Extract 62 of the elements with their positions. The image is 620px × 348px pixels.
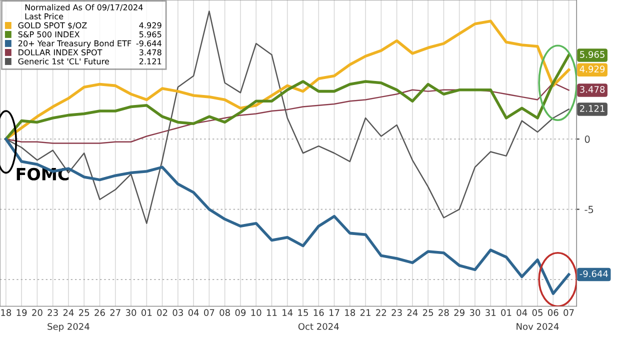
x-tick-label: 27 xyxy=(110,309,120,316)
text: Oct 2024 xyxy=(298,323,339,330)
x-tick-label: 21 xyxy=(360,309,370,316)
legend-label: DOLLAR INDEX SPOT xyxy=(18,49,102,56)
text: Sep 2024 xyxy=(48,323,90,332)
legend-label: S&P 500 INDEX xyxy=(18,31,80,38)
text: 3.478 xyxy=(139,49,162,56)
x-tick-label: 04 xyxy=(516,309,528,316)
x-tick-label: 25 xyxy=(79,309,90,316)
legend-label: 20+ Year Treasury Bond ETF xyxy=(18,40,132,48)
x-tick-label: 09 xyxy=(235,309,246,316)
x-tick-label: 30 xyxy=(470,309,480,316)
x-tick-label: 03 xyxy=(172,309,183,316)
x-tick-label: 02 xyxy=(157,309,168,316)
x-tick-label: 14 xyxy=(282,309,293,316)
text: -9.644 xyxy=(136,40,162,46)
data-label: 3.478 xyxy=(580,86,605,93)
x-tick-label: 16 xyxy=(314,309,324,316)
x-tick-label: 18 xyxy=(1,309,12,316)
legend-title: Normalized As Of 09/17/2024 Last Price xyxy=(25,4,143,20)
x-tick-label: 25 xyxy=(422,309,434,316)
x-tick-label: 15 xyxy=(298,309,308,316)
data-label: 2.121 xyxy=(580,105,604,112)
x-tick-label: 29 xyxy=(454,309,464,316)
x-tick-label: 10 xyxy=(251,309,262,316)
text: 4.929 xyxy=(139,22,162,28)
y-tick-label: -5 xyxy=(584,206,594,214)
y-tick-label: 0 xyxy=(584,136,590,143)
x-tick-label: 08 xyxy=(220,309,230,316)
x-tick-label: 26 xyxy=(94,309,105,316)
x-tick-label: 20 xyxy=(32,309,42,316)
line-series xyxy=(5,82,570,144)
legend-label: GOLD SPOT $/OZ xyxy=(18,22,87,30)
x-tick-label: 23 xyxy=(392,309,402,316)
x-tick-label: 19 xyxy=(16,309,27,316)
x-tick-label: 28 xyxy=(438,309,449,316)
x-tick-label: 31 xyxy=(486,309,496,316)
x-tick-label: 17 xyxy=(330,309,340,316)
line-series xyxy=(5,10,570,224)
x-tick-label: 30 xyxy=(126,309,136,316)
legend-label: Generic 1st 'CL' Future xyxy=(18,58,109,64)
x-tick-label: 18 xyxy=(345,309,356,316)
x-tick-label: 23 xyxy=(48,309,58,316)
x-tick-label: 24 xyxy=(407,309,418,316)
x-tick-label: 01 xyxy=(501,309,512,316)
x-tick-label: 07 xyxy=(204,309,214,316)
x-tick-label: 22 xyxy=(376,309,386,316)
x-tick-label: 04 xyxy=(188,309,199,316)
line-series xyxy=(4,54,570,140)
line-series xyxy=(4,138,570,295)
data-label: 5.965 xyxy=(580,51,604,58)
text: 2.121 xyxy=(139,58,162,64)
data-label: -9.644 xyxy=(580,270,608,278)
x-tick-label: 24 xyxy=(63,309,74,316)
x-tick-label: 06 xyxy=(548,309,558,316)
x-tick-label: 05 xyxy=(532,309,542,316)
text: Nov 2024 xyxy=(516,323,559,330)
data-label: 4.929 xyxy=(580,66,605,72)
x-tick-label: 07 xyxy=(564,309,574,316)
x-tick-label: 01 xyxy=(142,309,152,316)
x-tick-label: 11 xyxy=(266,309,277,316)
text: 5.965 xyxy=(139,31,162,38)
